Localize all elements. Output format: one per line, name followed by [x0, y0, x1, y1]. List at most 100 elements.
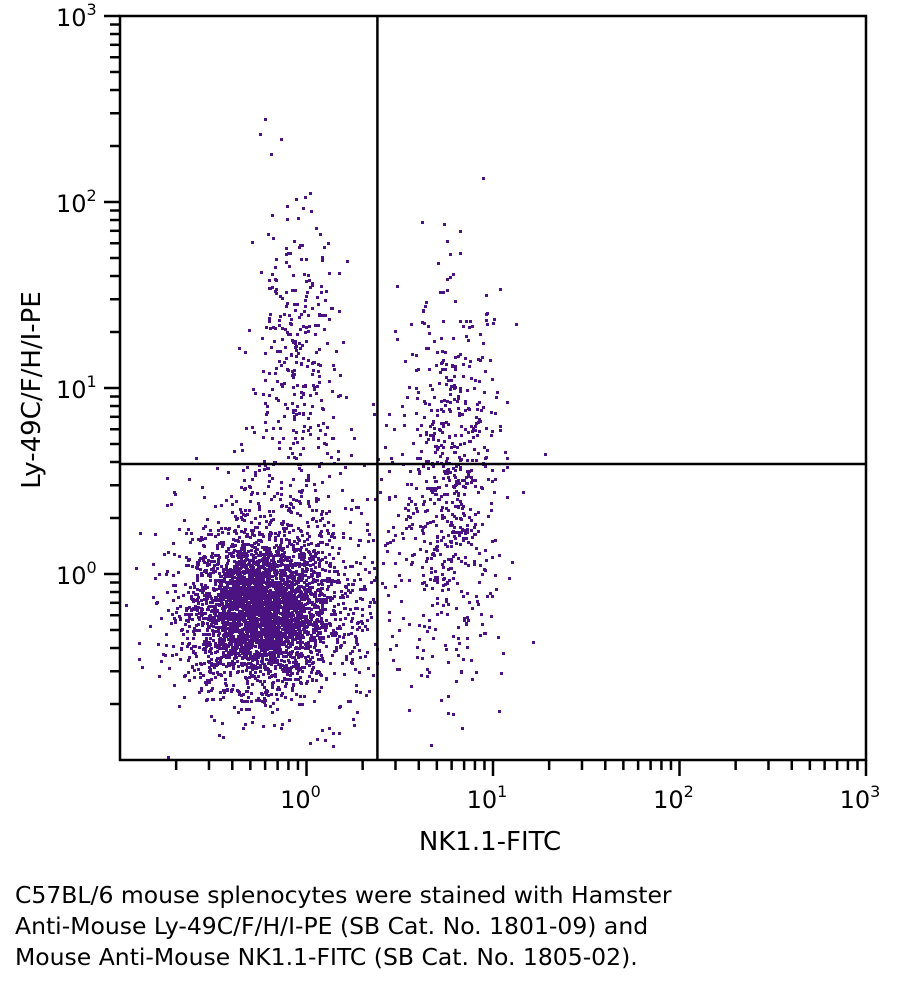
data-point [318, 614, 321, 617]
data-point [408, 709, 411, 712]
data-point [282, 615, 285, 618]
data-point [462, 375, 465, 378]
data-point [232, 625, 235, 628]
data-point [228, 642, 231, 645]
data-point [305, 630, 308, 633]
data-point [255, 552, 258, 555]
data-point [271, 613, 274, 616]
data-point [186, 607, 189, 610]
data-point [441, 350, 444, 353]
data-point [226, 623, 229, 626]
data-point [302, 393, 305, 396]
data-point [230, 638, 233, 641]
data-point [292, 341, 295, 344]
data-point [310, 671, 313, 674]
data-point [232, 664, 235, 667]
data-point [474, 523, 477, 526]
data-point [353, 579, 356, 582]
data-point [253, 635, 256, 638]
data-point [441, 368, 444, 371]
data-point [237, 665, 240, 668]
data-point [297, 653, 300, 656]
data-point [295, 413, 298, 416]
data-point [434, 570, 437, 573]
data-point [447, 534, 450, 537]
data-point [263, 646, 266, 649]
data-point [477, 358, 480, 361]
data-point [374, 643, 377, 646]
data-point [292, 506, 295, 509]
data-point [254, 556, 257, 559]
data-point [277, 655, 280, 658]
data-point [264, 352, 267, 355]
data-point [293, 661, 296, 664]
data-point [185, 556, 188, 559]
data-point [227, 651, 230, 654]
data-point [351, 626, 354, 629]
data-point [326, 577, 329, 580]
data-point [425, 480, 428, 483]
data-point [298, 490, 301, 493]
data-point [189, 586, 192, 589]
data-point [276, 634, 279, 637]
data-point [284, 696, 287, 699]
data-point [310, 556, 313, 559]
data-point [139, 532, 142, 535]
data-point [257, 602, 260, 605]
data-point [268, 536, 271, 539]
data-point [293, 594, 296, 597]
data-point [272, 427, 275, 430]
data-point [310, 542, 313, 545]
data-point [227, 597, 230, 600]
data-point [299, 644, 302, 647]
data-point [238, 552, 241, 555]
data-point [275, 615, 278, 618]
data-point [280, 138, 283, 141]
data-point [243, 550, 246, 553]
data-point [233, 598, 236, 601]
data-point [447, 379, 450, 382]
data-point [306, 625, 309, 628]
data-point [183, 696, 186, 699]
data-point [166, 570, 169, 573]
data-point [308, 675, 311, 678]
data-point [249, 610, 252, 613]
data-point [283, 643, 286, 646]
data-point [221, 591, 224, 594]
data-point [462, 658, 465, 661]
data-point [225, 581, 228, 584]
data-point [334, 613, 337, 616]
data-point [356, 628, 359, 631]
data-point [240, 694, 243, 697]
data-point [457, 637, 460, 640]
data-point [260, 616, 263, 619]
data-point [224, 591, 227, 594]
data-point [287, 252, 290, 255]
data-point [462, 505, 465, 508]
data-point [320, 617, 323, 620]
data-point [280, 505, 283, 508]
data-point [491, 469, 494, 472]
data-point [476, 434, 479, 437]
data-point [222, 643, 225, 646]
data-point [284, 595, 287, 598]
data-point [487, 515, 490, 518]
data-point [429, 384, 432, 387]
data-point [212, 634, 215, 637]
data-point [459, 526, 462, 529]
data-point [200, 687, 203, 690]
data-point [232, 605, 235, 608]
data-point [244, 652, 247, 655]
data-point [289, 447, 292, 450]
data-point [420, 674, 423, 677]
data-point [245, 579, 248, 582]
data-point [326, 596, 329, 599]
data-point [450, 379, 453, 382]
data-point [204, 537, 207, 540]
data-point [270, 693, 273, 696]
data-point [192, 650, 195, 653]
data-point [291, 623, 294, 626]
data-point [231, 511, 234, 514]
data-point [489, 359, 492, 362]
data-point [422, 526, 425, 529]
